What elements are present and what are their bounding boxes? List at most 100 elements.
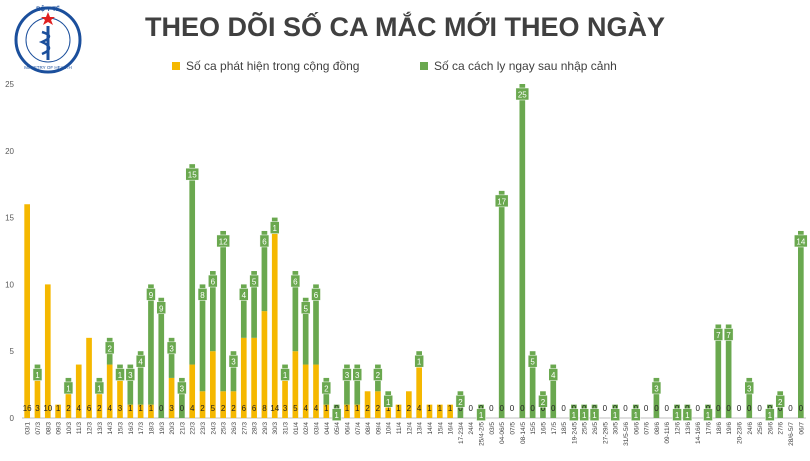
logo-bottom-text: MINISTRY OF HEALTH (24, 65, 72, 70)
bar-segment (24, 204, 30, 418)
x-tick-label: 10/4 (386, 422, 393, 435)
bar-segment (148, 404, 154, 418)
x-tick-label: 22/3 (190, 422, 197, 435)
x-tick-label: 23/3 (200, 422, 207, 435)
x-tick-label: 25/3 (221, 422, 228, 435)
bar-segment (220, 230, 226, 392)
value-label: 3 (283, 404, 288, 413)
bar-segment (261, 311, 268, 418)
legend-swatch (420, 62, 428, 70)
value-label-box (703, 408, 713, 421)
value-label-box (32, 368, 43, 381)
value-label: 1 (355, 404, 360, 413)
bar-segment (519, 84, 526, 418)
bar-segment (416, 364, 422, 418)
bar-segment (210, 351, 216, 418)
x-tick-label: 16/4 (448, 422, 455, 435)
value-label: 0 (654, 404, 659, 413)
x-tick-label: 07/4 (355, 422, 362, 435)
value-label-box (228, 354, 239, 368)
x-tick-label: 24/4 (468, 422, 475, 435)
bar-segment (292, 271, 299, 352)
value-label: 0 (520, 404, 525, 413)
value-label-box (63, 381, 74, 395)
bar-segment (715, 324, 722, 418)
value-label: 1 (128, 404, 133, 413)
bar-segment (529, 351, 536, 418)
logo-top-text: BỘ Y TẾ (36, 5, 60, 13)
value-label: 0 (716, 404, 721, 413)
value-label-box (610, 408, 620, 421)
bar-segment (436, 404, 443, 418)
x-tick-label: 08/6 (654, 422, 661, 435)
value-label: 1 (479, 411, 484, 420)
x-tick-label: 08-14/5 (520, 422, 527, 444)
bar-segment (323, 404, 330, 418)
value-label: 1 (118, 371, 123, 380)
value-label: 0 (469, 404, 474, 413)
value-label: 4 (107, 404, 112, 413)
bar-segment (34, 377, 41, 418)
y-tick-label: 10 (5, 280, 14, 289)
x-tick-label: 20/3 (169, 422, 176, 435)
value-label: 0 (737, 404, 742, 413)
value-label: 0 (778, 404, 783, 413)
bar-segment (375, 391, 381, 418)
x-tick-label: 12/4 (406, 422, 413, 435)
value-label: 1 (283, 371, 288, 380)
value-label: 0 (747, 404, 752, 413)
value-label: 9 (159, 304, 164, 313)
value-label: 6 (262, 237, 267, 246)
value-label: 1 (685, 411, 690, 420)
value-label: 3 (180, 384, 185, 393)
value-label: 7 (716, 331, 721, 340)
value-label: 3 (169, 404, 174, 413)
value-label-box (115, 368, 125, 381)
value-label: 0 (510, 404, 515, 413)
value-label-box (723, 328, 734, 341)
x-tick-label: 29/3 (262, 422, 269, 435)
value-label: 0 (788, 404, 793, 413)
bar-segment (65, 391, 72, 418)
value-label: 1 (427, 404, 432, 413)
x-tick-label: 27-29/5 (602, 422, 609, 444)
value-label: 1 (592, 411, 597, 420)
bar-segment (199, 391, 206, 418)
bar-segment (230, 391, 237, 418)
value-label: 6 (87, 404, 92, 413)
y-tick-label: 5 (10, 347, 15, 356)
value-label-box (300, 301, 311, 315)
bar-segment (385, 404, 392, 418)
bar-segment (344, 364, 350, 405)
x-tick-label: 03/5 (489, 422, 496, 435)
x-tick-label: 03/4 (314, 422, 321, 435)
value-label-box (713, 328, 724, 341)
value-label: 4 (551, 371, 556, 380)
x-tick-label: 30/5 (613, 422, 620, 435)
value-label: 3 (118, 404, 123, 413)
bar-segment (447, 404, 453, 418)
value-label-box (631, 408, 641, 421)
value-label: 0 (530, 404, 535, 413)
value-label: 5 (303, 304, 308, 313)
x-tick-label: 28/3 (252, 422, 259, 435)
bar-segment (127, 364, 134, 405)
value-label-box (383, 395, 393, 408)
logo-star (41, 12, 55, 25)
bar-segment (137, 351, 144, 405)
value-label: 4 (77, 404, 82, 413)
value-label-box (185, 167, 199, 181)
value-label-box (290, 274, 301, 288)
bar-segment (395, 404, 402, 418)
x-tick-label: 10/3 (66, 422, 73, 435)
bar-segment (189, 164, 196, 365)
value-label-box (269, 221, 280, 234)
value-label: 1 (66, 384, 71, 393)
value-label: 1 (675, 411, 680, 420)
x-tick-label: 24/3 (210, 422, 217, 435)
value-label: 0 (695, 404, 700, 413)
value-label-box (682, 408, 693, 421)
value-label: 4 (417, 404, 422, 413)
x-tick-label: 09-11/6 (664, 422, 671, 444)
bar-segment (199, 284, 206, 392)
